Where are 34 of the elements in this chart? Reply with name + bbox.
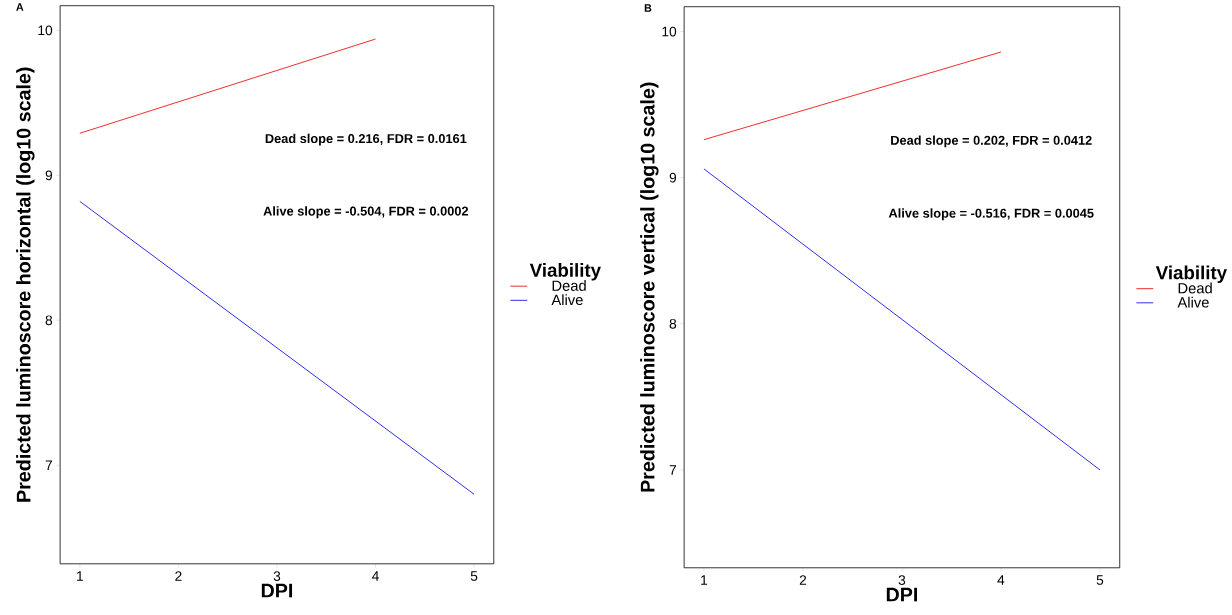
y-axis-title: Predicted luminoscore vertical (log10 scale) xyxy=(640,82,659,492)
y-tick-label: 7 xyxy=(669,465,677,475)
y-tick-label: 10 xyxy=(38,25,53,36)
legend-title: Viability xyxy=(1155,265,1227,284)
x-axis-title: DPI xyxy=(261,584,293,598)
y-tick-label: 8 xyxy=(45,315,53,326)
annotation: Dead slope = 0.216, FDR = 0.0161 xyxy=(265,133,467,146)
x-tick-label: 1 xyxy=(77,571,83,581)
legend-title: Viability xyxy=(529,263,601,281)
x-tick-label: 5 xyxy=(470,571,478,582)
x-tick-label: 3 xyxy=(273,571,281,582)
legend-label: Alive xyxy=(1177,296,1209,308)
y-tick-label: 10 xyxy=(662,26,677,37)
y-tick-label: 8 xyxy=(669,319,677,329)
annotation: Dead slope = 0.202, FDR = 0.0412 xyxy=(891,135,1092,148)
y-axis-title: Predicted luminoscore horizontal (log10 scale) xyxy=(16,67,35,502)
y-tick-label: 9 xyxy=(45,170,53,181)
annotation: Alive slope = -0.504, FDR = 0.0002 xyxy=(263,206,469,219)
y-tick-label: 9 xyxy=(669,173,677,183)
annotation: Alive slope = -0.516, FDR = 0.0045 xyxy=(888,208,1094,221)
y-tick-label: 7 xyxy=(45,460,53,471)
x-tick-label: 3 xyxy=(898,575,906,586)
x-tick-label: 4 xyxy=(371,571,379,581)
legend-label: Dead xyxy=(1178,282,1212,294)
x-tick-label: 2 xyxy=(799,575,807,586)
x-tick-label: 2 xyxy=(175,571,182,582)
x-tick-label: 4 xyxy=(997,575,1005,585)
x-axis-title: DPI xyxy=(886,588,918,602)
x-tick-label: 5 xyxy=(1096,575,1104,586)
chart-title: A xyxy=(16,3,24,11)
x-tick-label: 1 xyxy=(701,575,708,585)
legend-label: Dead xyxy=(552,280,586,292)
legend-label: Alive xyxy=(551,294,583,306)
chart-title: B xyxy=(644,4,652,12)
